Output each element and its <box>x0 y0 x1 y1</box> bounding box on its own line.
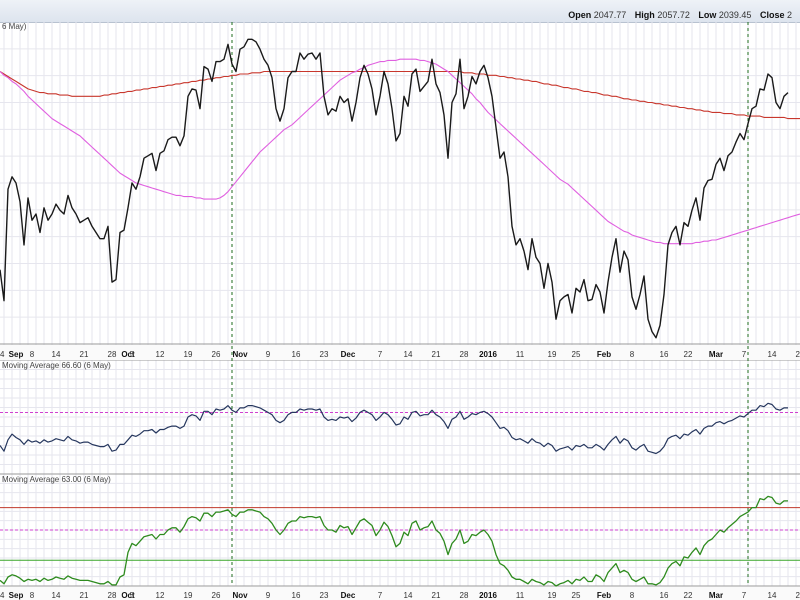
indicator1-panel-label: Moving Average 66.60 (6 May) <box>2 361 111 370</box>
x-tick-label: 14 <box>768 350 777 359</box>
x-tick-label: Nov <box>232 591 248 600</box>
x-tick-label: 2016 <box>479 591 497 600</box>
x-tick-label: 8 <box>630 350 635 359</box>
series-ma-magenta <box>0 58 800 245</box>
x-tick-label: Sep <box>9 591 24 600</box>
x-tick-label: 7 <box>742 591 747 600</box>
x-tick-label: 16 <box>292 350 301 359</box>
x-tick-label: 26 <box>212 591 221 600</box>
x-tick-label: Feb <box>597 350 611 359</box>
x-tick-label: Feb <box>597 591 611 600</box>
x-tick-label: 21 <box>796 350 800 359</box>
x-tick-label: 12 <box>156 591 165 600</box>
price-panel-label: 6 May) <box>2 22 27 31</box>
series-indicator2 <box>0 495 788 587</box>
gridlines <box>0 22 800 586</box>
x-tick-label: 14 <box>52 350 61 359</box>
x-axis-strip-top <box>0 345 800 360</box>
x-tick-label: 25 <box>572 591 581 600</box>
x-tick-label: 19 <box>548 591 557 600</box>
x-tick-label: Dec <box>341 350 356 359</box>
x-tick-label: 28 <box>108 350 117 359</box>
x-tick-label: 8 <box>30 591 35 600</box>
x-tick-label: 21 <box>432 591 441 600</box>
open-value: 2047.77 <box>593 10 627 20</box>
indicator2-panel-label: Moving Average 63.00 (6 May) <box>2 475 111 484</box>
x-tick-label: 14 <box>404 591 413 600</box>
high-label: High <box>634 10 655 20</box>
x-tick-label: Mar <box>709 591 723 600</box>
x-tick-label: 4 <box>0 591 5 600</box>
ohlc-readout: Open 2047.77 High 2057.72 Low 2039.45 Cl… <box>568 10 798 20</box>
close-value: 2 <box>786 10 792 20</box>
x-tick-label: 23 <box>320 350 329 359</box>
x-tick-label: 14 <box>404 350 413 359</box>
x-tick-label: 19 <box>548 350 557 359</box>
x-tick-label: 14 <box>768 591 777 600</box>
x-tick-label: 22 <box>684 350 693 359</box>
x-tick-label: 21 <box>432 350 441 359</box>
x-tick-label: 5 <box>130 591 135 600</box>
x-tick-label: 5 <box>130 350 135 359</box>
x-tick-label: Mar <box>709 350 723 359</box>
high-value: 2057.72 <box>657 10 690 20</box>
x-tick-label: 26 <box>212 350 221 359</box>
x-tick-label: 12 <box>156 350 165 359</box>
low-value: 2039.45 <box>718 10 752 20</box>
x-tick-label: 23 <box>320 591 329 600</box>
x-tick-label: 28 <box>460 350 469 359</box>
x-tick-label: 16 <box>660 591 669 600</box>
x-tick-label: 9 <box>266 350 271 359</box>
close-label: Close <box>759 10 785 20</box>
x-tick-label: 14 <box>52 591 61 600</box>
x-tick-label: 7 <box>378 350 383 359</box>
x-axis-strip-bottom <box>0 587 800 600</box>
x-tick-label: 25 <box>572 350 581 359</box>
x-tick-label: Oct <box>121 350 135 359</box>
x-tick-label: 21 <box>796 591 800 600</box>
header-bar: Open 2047.77 High 2057.72 Low 2039.45 Cl… <box>0 0 800 23</box>
x-tick-label: 16 <box>660 350 669 359</box>
x-tick-label: 8 <box>630 591 635 600</box>
x-tick-label: 22 <box>684 591 693 600</box>
series-indicator1 <box>0 402 788 455</box>
x-tick-label: 4 <box>0 350 5 359</box>
x-tick-label: 11 <box>516 350 525 359</box>
x-tick-label: 19 <box>184 591 193 600</box>
open-label: Open <box>568 10 592 20</box>
x-tick-label: 7 <box>378 591 383 600</box>
x-tick-label: Sep <box>9 350 24 359</box>
x-tick-label: Dec <box>341 591 356 600</box>
x-tick-label: 7 <box>742 350 747 359</box>
x-tick-label: Nov <box>232 350 248 359</box>
x-tick-label: 19 <box>184 350 193 359</box>
series-price <box>0 38 789 339</box>
x-tick-label: 11 <box>516 591 525 600</box>
low-label: Low <box>698 10 717 20</box>
x-tick-label: Oct <box>121 591 135 600</box>
x-tick-label: 8 <box>30 350 35 359</box>
x-tick-label: 21 <box>80 591 89 600</box>
x-tick-label: 2016 <box>479 350 497 359</box>
x-tick-label: 9 <box>266 591 271 600</box>
x-tick-label: 28 <box>108 591 117 600</box>
x-tick-label: 28 <box>460 591 469 600</box>
x-tick-label: 21 <box>80 350 89 359</box>
x-tick-label: 16 <box>292 591 301 600</box>
series-ma-red <box>0 70 800 120</box>
